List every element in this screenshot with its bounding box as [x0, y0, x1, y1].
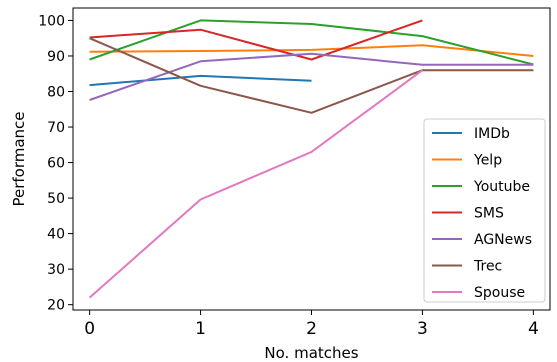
x-tick-label: 3 — [417, 319, 428, 339]
series-line-sms — [89, 19, 423, 61]
legend-box — [423, 118, 546, 303]
y-tick-label: 100 — [38, 13, 65, 29]
series-line-yelp — [89, 44, 534, 57]
x-axis-label: No. matches — [264, 344, 358, 362]
legend-label-spouse: Spouse — [474, 285, 525, 301]
series-layer — [88, 19, 534, 299]
legend: IMDb Yelp Youtube SMS AGNews Trec Spouse — [423, 118, 546, 303]
axes-layer: 20 30 40 50 60 70 80 90 100 0 1 2 3 4 — [38, 13, 539, 339]
y-tick-label: 80 — [47, 84, 65, 100]
y-tick-label: 90 — [47, 49, 65, 65]
y-tick-label: 20 — [47, 298, 65, 314]
legend-label-imdb: IMDb — [474, 126, 510, 142]
y-axis-label: Performance — [10, 111, 28, 206]
series-line-youtube — [89, 19, 534, 66]
series-line-imdb — [89, 74, 312, 87]
legend-label-trec: Trec — [473, 259, 502, 275]
x-tick-label: 2 — [306, 319, 317, 339]
legend-label-sms: SMS — [474, 206, 504, 222]
x-tick-label: 1 — [195, 319, 206, 339]
y-tick-label: 40 — [47, 227, 65, 243]
y-tick-label: 60 — [47, 156, 65, 172]
y-tick-label: 30 — [47, 262, 65, 278]
series-line-spouse — [88, 69, 423, 299]
y-tick-label: 50 — [47, 191, 65, 207]
x-tick-label: 0 — [84, 319, 95, 339]
series-line-trec — [89, 37, 534, 114]
x-tick-label: 4 — [528, 319, 539, 339]
legend-label-agnews: AGNews — [474, 232, 532, 248]
y-tick-label: 70 — [47, 120, 65, 136]
legend-label-yelp: Yelp — [473, 153, 502, 169]
legend-label-youtube: Youtube — [473, 179, 530, 195]
series-line-agnews — [89, 52, 534, 101]
